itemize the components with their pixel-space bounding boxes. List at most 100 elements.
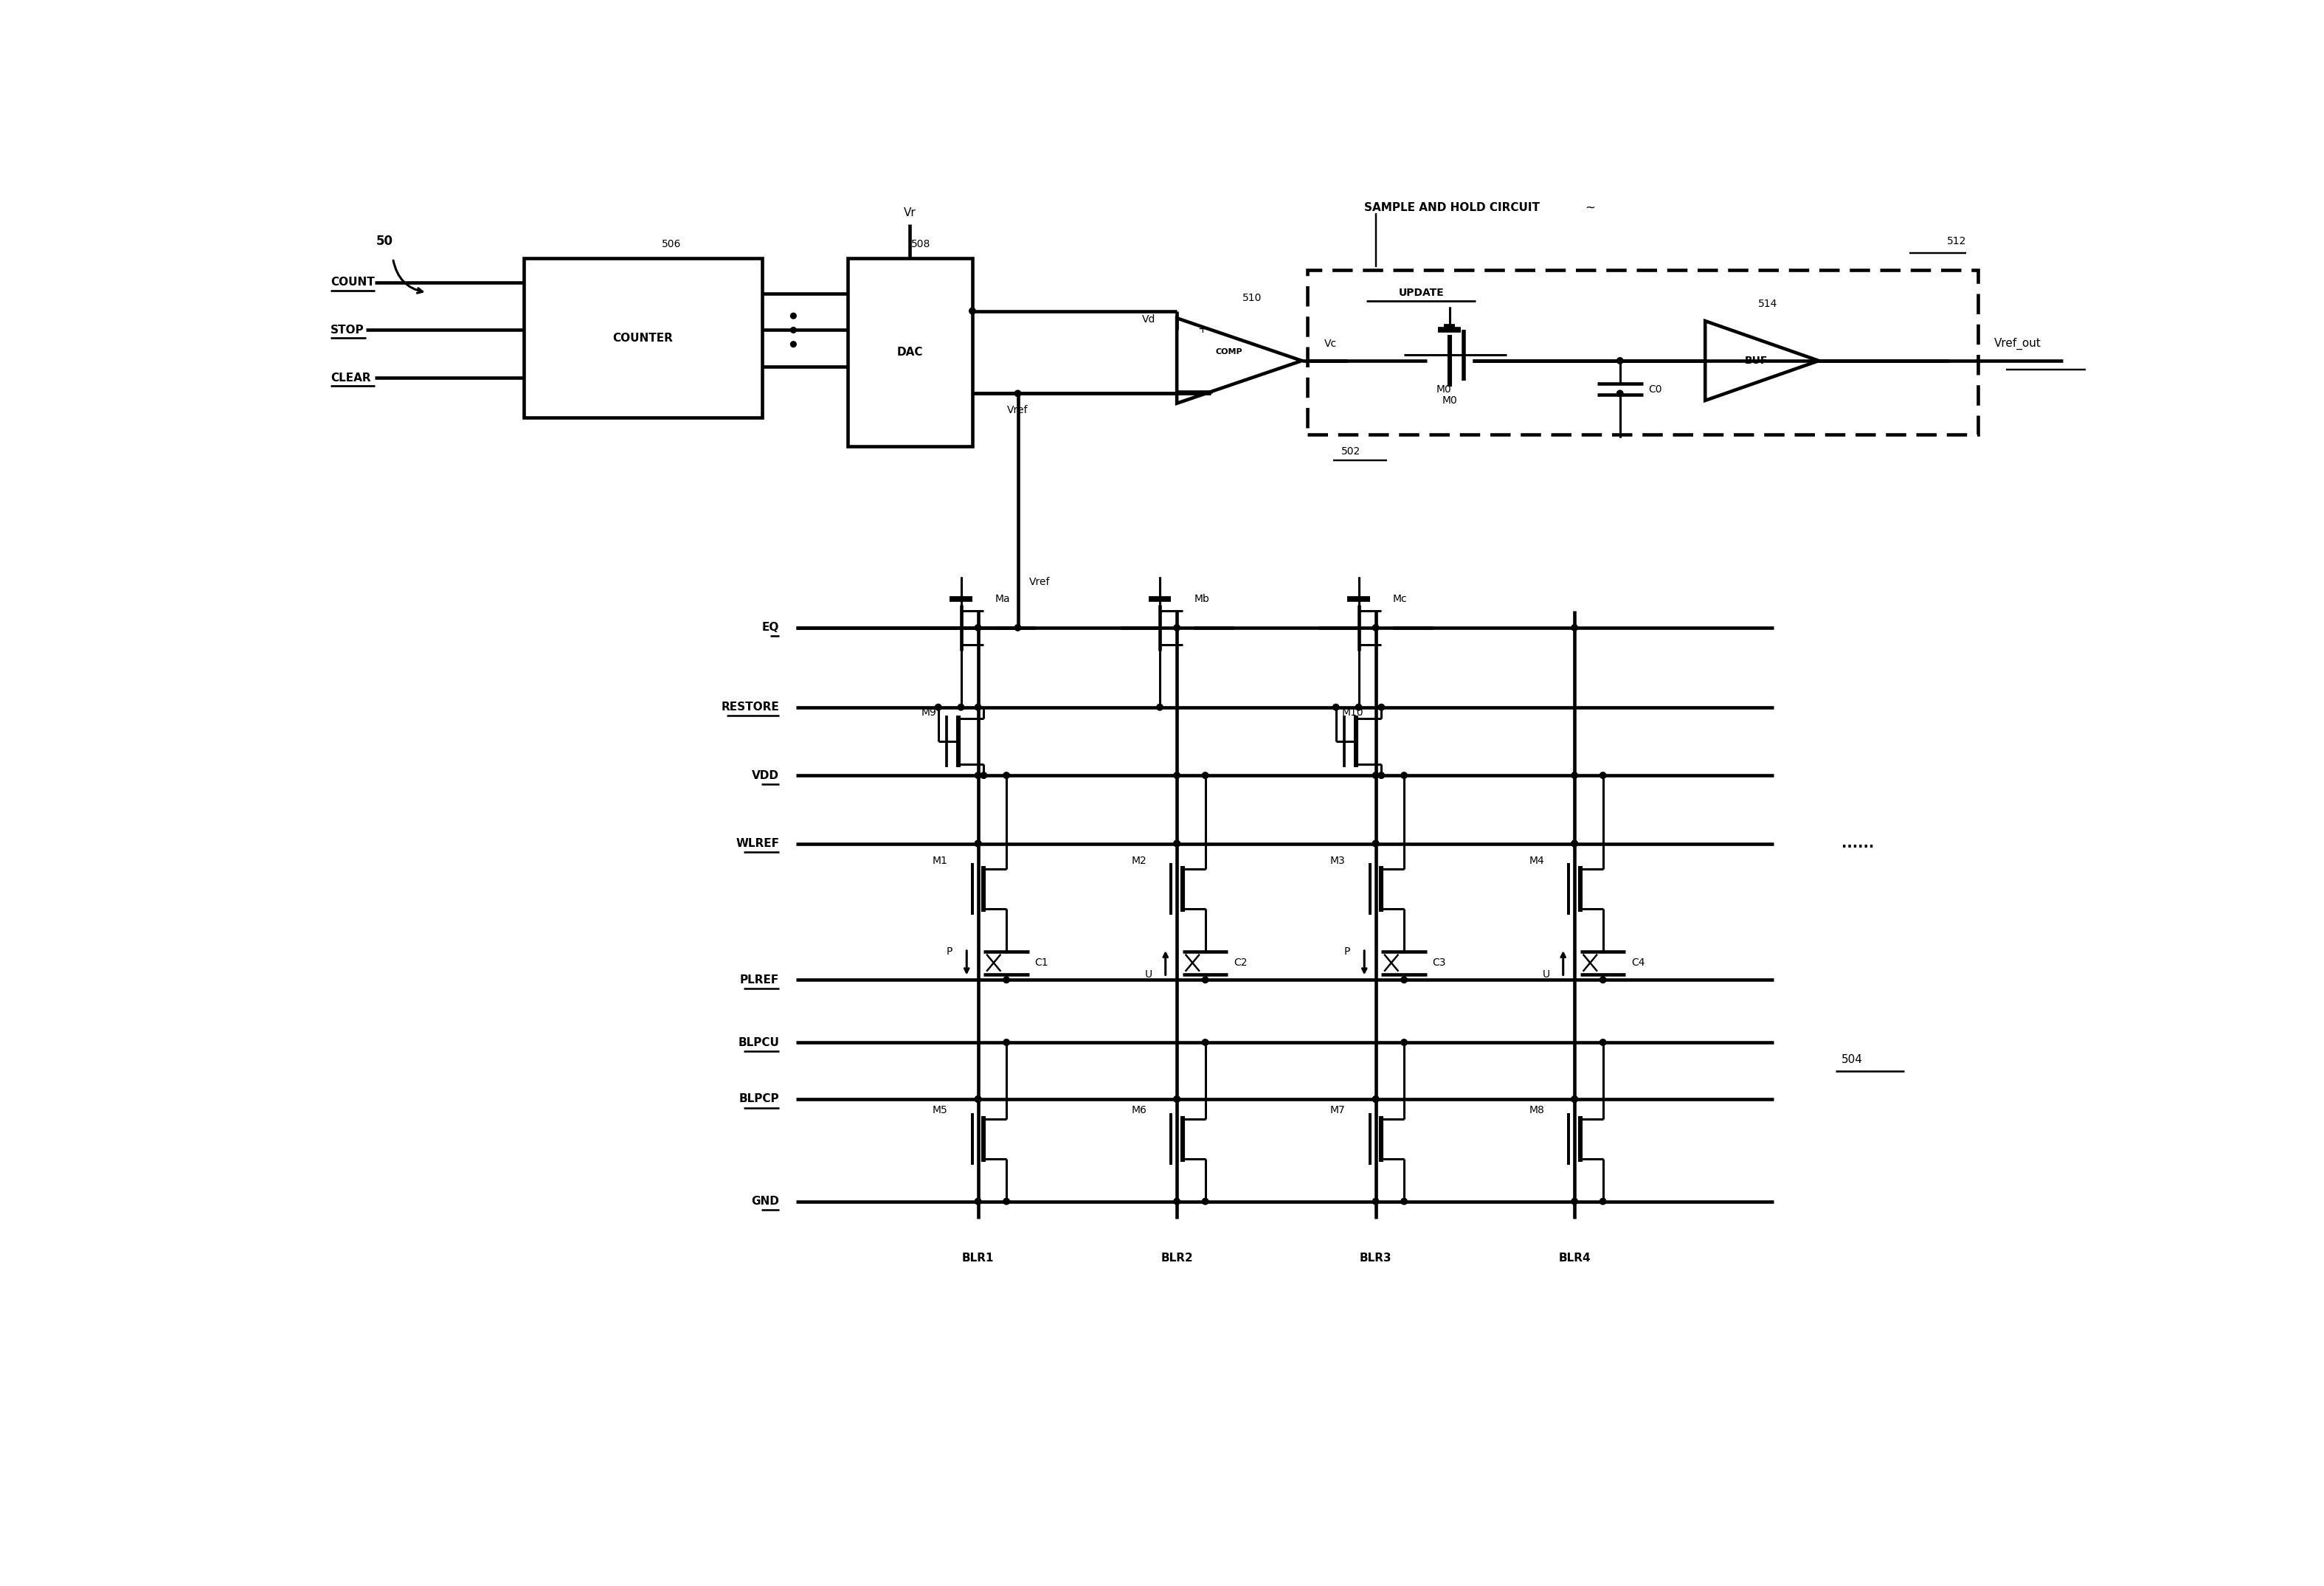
Circle shape xyxy=(1571,841,1578,847)
Text: M7: M7 xyxy=(1329,1105,1346,1115)
Text: −: − xyxy=(1197,387,1206,398)
Circle shape xyxy=(1401,772,1408,779)
Text: P: P xyxy=(1343,947,1350,956)
Text: COUNT: COUNT xyxy=(330,278,374,289)
Text: BLPCU: BLPCU xyxy=(739,1037,779,1048)
Text: Vc: Vc xyxy=(1325,338,1336,349)
Text: U: U xyxy=(1543,969,1550,979)
Circle shape xyxy=(1373,1096,1378,1102)
Circle shape xyxy=(1004,1199,1009,1204)
Circle shape xyxy=(1174,1199,1181,1204)
Polygon shape xyxy=(1706,320,1820,401)
Circle shape xyxy=(974,625,981,631)
Text: C1: C1 xyxy=(1034,958,1048,967)
Circle shape xyxy=(1174,841,1181,847)
Circle shape xyxy=(1618,357,1622,363)
Text: P: P xyxy=(946,947,953,956)
Polygon shape xyxy=(1176,319,1301,403)
Text: BLR3: BLR3 xyxy=(1360,1253,1392,1264)
Text: U: U xyxy=(1146,969,1153,979)
Text: Vd: Vd xyxy=(1141,314,1155,325)
Text: 512: 512 xyxy=(1948,236,1966,246)
Text: SAMPLE AND HOLD CIRCUIT: SAMPLE AND HOLD CIRCUIT xyxy=(1364,201,1541,213)
Text: M0: M0 xyxy=(1441,395,1457,406)
Bar xyxy=(523,259,762,417)
Circle shape xyxy=(790,327,797,333)
Text: BUF: BUF xyxy=(1745,355,1769,366)
Circle shape xyxy=(934,704,941,711)
Circle shape xyxy=(969,308,976,314)
Circle shape xyxy=(1373,1199,1378,1204)
Text: M6: M6 xyxy=(1132,1105,1146,1115)
Circle shape xyxy=(974,772,981,779)
Text: GND: GND xyxy=(751,1196,779,1207)
Circle shape xyxy=(1202,772,1208,779)
Text: C3: C3 xyxy=(1432,958,1446,967)
Text: Vref: Vref xyxy=(1030,577,1050,587)
Circle shape xyxy=(1571,625,1578,631)
Text: BLPCP: BLPCP xyxy=(739,1094,779,1105)
Text: M9: M9 xyxy=(920,707,937,718)
Circle shape xyxy=(1174,1096,1181,1102)
Circle shape xyxy=(1571,1096,1578,1102)
Text: CLEAR: CLEAR xyxy=(330,373,372,384)
Text: Mb: Mb xyxy=(1195,595,1208,604)
Circle shape xyxy=(1355,704,1362,711)
Circle shape xyxy=(1004,772,1009,779)
Text: Mc: Mc xyxy=(1392,595,1408,604)
Text: C4: C4 xyxy=(1631,958,1645,967)
Circle shape xyxy=(1599,1039,1606,1045)
Text: BLR1: BLR1 xyxy=(962,1253,995,1264)
Text: M1: M1 xyxy=(932,855,948,866)
Circle shape xyxy=(1618,390,1622,397)
Circle shape xyxy=(1202,1039,1208,1045)
Text: Vref: Vref xyxy=(1006,406,1027,416)
Text: 504: 504 xyxy=(1841,1053,1864,1064)
Circle shape xyxy=(974,704,981,711)
Circle shape xyxy=(1332,704,1339,711)
Circle shape xyxy=(790,312,797,319)
Text: 514: 514 xyxy=(1757,298,1778,309)
Text: M5: M5 xyxy=(932,1105,948,1115)
Circle shape xyxy=(1174,772,1181,779)
Circle shape xyxy=(1174,841,1181,847)
Bar xyxy=(1308,270,1978,435)
Text: COMP: COMP xyxy=(1215,349,1243,355)
Text: 508: 508 xyxy=(911,239,932,249)
Text: +: + xyxy=(1197,324,1206,335)
Circle shape xyxy=(1599,772,1606,779)
Text: DAC: DAC xyxy=(897,347,923,358)
Circle shape xyxy=(1571,841,1578,847)
Circle shape xyxy=(1202,977,1208,983)
Text: PLREF: PLREF xyxy=(739,974,779,985)
Text: EQ: EQ xyxy=(762,622,779,633)
Text: ......: ...... xyxy=(1841,836,1873,850)
Circle shape xyxy=(1401,1199,1408,1204)
Text: M2: M2 xyxy=(1132,855,1146,866)
Circle shape xyxy=(790,341,797,347)
Bar xyxy=(848,259,971,446)
Circle shape xyxy=(974,1096,981,1102)
Text: BLR2: BLR2 xyxy=(1160,1253,1192,1264)
Circle shape xyxy=(1202,1199,1208,1204)
Text: M0: M0 xyxy=(1436,384,1452,395)
Circle shape xyxy=(1571,1096,1578,1102)
Text: 50: 50 xyxy=(376,235,393,247)
Circle shape xyxy=(974,841,981,847)
Circle shape xyxy=(957,704,964,711)
Text: Vref_out: Vref_out xyxy=(1994,338,2040,349)
Circle shape xyxy=(1571,1199,1578,1204)
Circle shape xyxy=(1016,625,1020,631)
Circle shape xyxy=(1373,841,1378,847)
Circle shape xyxy=(1174,1096,1181,1102)
Circle shape xyxy=(1373,841,1378,847)
Circle shape xyxy=(974,1096,981,1102)
Text: ~: ~ xyxy=(1585,201,1597,214)
Circle shape xyxy=(1571,772,1578,779)
Text: STOP: STOP xyxy=(330,325,365,336)
Text: BLR4: BLR4 xyxy=(1559,1253,1590,1264)
Circle shape xyxy=(1174,625,1181,631)
Text: UPDATE: UPDATE xyxy=(1399,287,1443,298)
Text: 510: 510 xyxy=(1241,293,1262,303)
Circle shape xyxy=(974,1199,981,1204)
